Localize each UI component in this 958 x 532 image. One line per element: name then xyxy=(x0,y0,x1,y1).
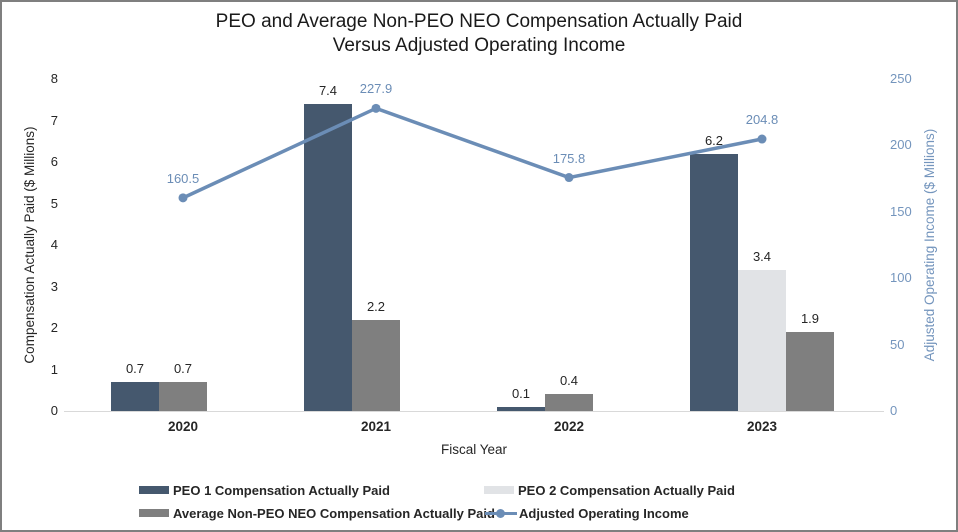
legend-label-aoi: Adjusted Operating Income xyxy=(519,505,689,521)
right-axis-tick: 150 xyxy=(890,203,912,219)
bar-data-label: 0.7 xyxy=(173,360,193,376)
aoi-point-marker xyxy=(178,193,188,203)
x-axis-category: 2022 xyxy=(553,419,585,434)
left-axis-tick: 0 xyxy=(50,403,58,418)
aoi-point-label: 204.8 xyxy=(745,112,779,128)
x-axis-category: 2023 xyxy=(746,419,778,434)
aoi-point-marker xyxy=(564,173,574,183)
bar-2021 xyxy=(352,319,400,411)
aoi-point-marker xyxy=(371,103,381,113)
aoi-point-label: 227.9 xyxy=(359,81,393,97)
right-axis-tick: 0 xyxy=(890,403,898,418)
left-axis-tick: 2 xyxy=(50,320,58,335)
left-axis-tick: 1 xyxy=(50,361,58,377)
bar-2021 xyxy=(304,103,352,411)
bar-data-label: 2.2 xyxy=(366,298,386,314)
left-axis-tick: 8 xyxy=(50,71,58,86)
bar-2020 xyxy=(111,381,159,411)
right-axis-title: Adjusted Operating Income ($ Millions) xyxy=(922,128,937,362)
aoi-point-label: 175.8 xyxy=(552,150,586,166)
avg-neo-swatch-icon xyxy=(139,509,169,517)
aoi-line xyxy=(182,106,763,200)
bar-data-label: 3.4 xyxy=(752,248,772,264)
bar-data-label: 6.2 xyxy=(704,132,724,148)
aoi-point-marker xyxy=(757,134,767,144)
right-axis-tick: 250 xyxy=(890,71,912,86)
left-axis-tick: 3 xyxy=(50,278,58,294)
peo1-swatch-icon xyxy=(139,486,169,494)
chart-title: PEO and Average Non-PEO NEO Compensation… xyxy=(2,10,956,58)
right-axis-tick: 50 xyxy=(890,336,905,352)
left-axis-tick: 5 xyxy=(50,195,58,211)
left-axis-tick: 7 xyxy=(50,112,58,128)
legend-item-peo1: PEO 1 Compensation Actually Paid xyxy=(139,482,390,498)
x-axis-category: 2020 xyxy=(167,419,199,434)
bar-data-label: 0.7 xyxy=(125,360,145,376)
bar-2023 xyxy=(738,269,786,411)
chart-title-line1: PEO and Average Non-PEO NEO Compensation… xyxy=(215,11,743,32)
right-axis-tick: 100 xyxy=(890,270,912,286)
x-axis-line xyxy=(64,411,884,412)
legend-label-avg-neo: Average Non-PEO NEO Compensation Actuall… xyxy=(173,505,495,521)
bar-data-label: 0.4 xyxy=(559,373,579,389)
right-axis-tick: 200 xyxy=(890,137,912,153)
bar-2023 xyxy=(690,153,738,411)
chart-title-line2: Versus Adjusted Operating Income xyxy=(332,35,626,56)
x-axis-title: Fiscal Year xyxy=(440,442,508,457)
bar-2020 xyxy=(159,381,207,411)
peo2-swatch-icon xyxy=(484,486,514,494)
bar-2022 xyxy=(497,406,545,411)
legend-item-peo2: PEO 2 Compensation Actually Paid xyxy=(484,482,735,498)
bar-data-label: 1.9 xyxy=(800,311,820,327)
legend-label-peo2: PEO 2 Compensation Actually Paid xyxy=(518,482,735,498)
aoi-point-label: 160.5 xyxy=(166,170,200,186)
bar-data-label: 0.1 xyxy=(511,385,531,401)
bar-data-label: 7.4 xyxy=(318,82,338,98)
left-axis-tick: 6 xyxy=(50,154,58,169)
bar-2023 xyxy=(786,332,834,411)
aoi-dot-swatch xyxy=(496,508,505,518)
aoi-line-marker-icon xyxy=(485,508,517,518)
left-axis-tick: 4 xyxy=(50,237,58,252)
x-axis-category: 2021 xyxy=(360,419,392,434)
legend-item-aoi: Adjusted Operating Income xyxy=(485,505,689,521)
legend-label-peo1: PEO 1 Compensation Actually Paid xyxy=(173,482,390,498)
legend-item-avg-neo: Average Non-PEO NEO Compensation Actuall… xyxy=(139,505,495,521)
bar-2022 xyxy=(545,394,593,411)
